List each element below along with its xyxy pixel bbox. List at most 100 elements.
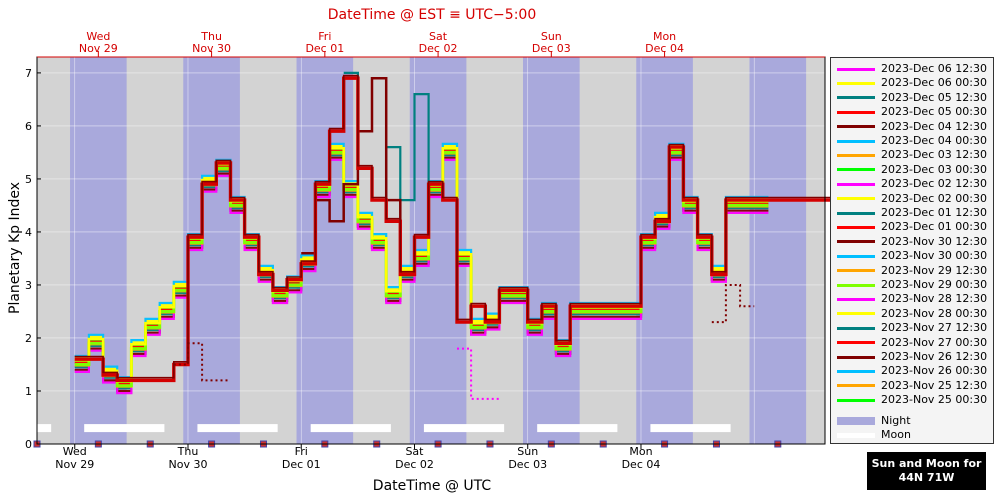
dotted-series [711,284,755,324]
legend-label: 2023-Nov 27 00:30 [881,335,988,349]
legend-item: 2023-Nov 25 00:30 [837,393,987,407]
legend-label: 2023-Nov 26 12:30 [881,350,988,363]
night-band [749,57,807,444]
top-tick-date: Nov 29 [79,42,118,55]
top-tick-date: Nov 30 [192,42,231,55]
legend-item: 2023-Nov 30 12:30 [837,235,987,249]
bottom-tick-day: Wed [63,445,87,458]
legend-label: 2023-Nov 28 00:30 [881,306,988,320]
legend: 2023-Dec 06 12:30 2023-Dec 06 00:30 2023-D… [830,57,994,444]
legend-label: 2023-Nov 26 00:30 [881,364,988,378]
bottom-tick-day: Fri [295,445,308,458]
legend-item: 2023-Dec 05 00:30 [837,105,987,119]
legend-item: Moon [837,428,911,442]
legend-label: 2023-Dec 01 12:30 [881,206,987,219]
legend-swatch [837,110,875,114]
top-tick-day: Sat [429,30,448,43]
legend-item: 2023-Dec 05 12:30 [837,91,987,105]
legend-label: 2023-Dec 03 12:30 [881,148,987,162]
legend-label: 2023-Nov 29 12:30 [881,263,988,277]
legend-item: 2023-Dec 02 12:30 [837,177,987,191]
legend-label: 2023-Nov 25 12:30 [881,378,988,392]
legend-label: Moon [881,428,911,441]
bottom-tick-day: Sat [405,445,424,458]
legend-item: 2023-Nov 27 12:30 [837,321,987,335]
legend-label: 2023-Nov 30 12:30 [881,234,988,248]
top-tick-day: Thu [200,30,222,43]
legend-item: 2023-Dec 01 12:30 [837,206,987,220]
y-tick-label: 3 [25,279,32,292]
badge-line1: Sun and Moon for [871,457,982,470]
legend-swatch [837,211,875,215]
badge-line2: 44N 71W [898,471,955,484]
x-axis-label: DateTime @ UTC [373,478,492,494]
legend-swatch [837,197,875,201]
legend-item: 2023-Dec 03 12:30 [837,148,987,162]
legend-swatch [837,240,875,244]
legend-swatch [837,182,875,186]
moon-bar [537,424,618,433]
series-layer [74,71,868,400]
axes [36,56,826,445]
legend-item: 2023-Dec 04 00:30 [837,134,987,148]
legend-label: 2023-Dec 06 12:30 [881,62,987,75]
legend-item: 2023-Nov 27 00:30 [837,336,987,350]
bottom-tick-date: Nov 30 [169,458,208,471]
moon-bar [37,424,52,433]
legend-label: Night [881,414,911,427]
legend-label: 2023-Nov 25 00:30 [881,393,988,407]
legend-item: 2023-Nov 25 12:30 [837,379,987,393]
legend-swatch [837,139,875,143]
y-tick-labels: 0 1 2 3 4 5 6 7 [25,67,41,451]
y-tick-label: 4 [25,226,32,239]
gridlines [37,57,825,444]
top-tick-date: Dec 01 [305,42,344,55]
legend-item: 2023-Nov 26 00:30 [837,364,987,378]
legend-swatch [837,369,875,373]
bottom-tick-day: Sun [517,445,538,458]
legend-swatch [837,417,875,425]
top-tick-day: Fri [318,30,331,43]
legend-item: 2023-Dec 01 00:30 [837,220,987,234]
y-tick-label: 6 [25,120,32,133]
top-tick-day: Mon [653,30,676,43]
legend-item: 2023-Nov 29 00:30 [837,278,987,292]
legend-swatch [837,81,875,85]
legend-label: 2023-Dec 01 00:30 [881,220,987,234]
legend-swatch [837,225,875,229]
bottom-tick-date: Dec 02 [395,458,434,471]
chart-title: DateTime @ EST ≡ UTC−5:00 [328,7,536,23]
legend-label: 2023-Nov 29 00:30 [881,278,988,291]
legend-swatch [837,297,875,301]
legend-item: 2023-Dec 04 12:30 [837,120,987,134]
legend-swatch [837,67,875,71]
top-tick-day: Wed [86,30,110,43]
legend-swatch [837,254,875,258]
bottom-tick-date: Nov 29 [55,458,94,471]
legend-item: 2023-Dec 06 00:30 [837,76,987,90]
location-badge: Sun and Moon for 44N 71W [867,452,986,490]
legend-swatch [837,312,875,316]
legend-swatch [837,398,875,402]
y-axis-label: Planetary Kp Index [7,182,23,314]
y-tick-label: 1 [25,385,32,398]
legend-item: 2023-Dec 02 00:30 [837,192,987,206]
legend-swatch [837,125,875,129]
legend-swatch [837,326,875,330]
legend-swatch [837,384,875,388]
legend-label: 2023-Dec 04 12:30 [881,119,987,133]
legend-swatch [837,341,875,345]
legend-label: 2023-Nov 27 12:30 [881,321,988,335]
top-tick-day: Sun [541,30,562,43]
legend-swatch [837,432,875,438]
y-tick-label: 7 [25,67,32,80]
legend-item: 2023-Nov 28 12:30 [837,292,987,306]
legend-label: 2023-Dec 02 00:30 [881,191,987,205]
legend-label: 2023-Dec 05 00:30 [881,105,987,119]
legend-swatch [837,153,875,157]
moon-bar [84,424,165,433]
top-tick-date: Dec 03 [532,42,571,55]
legend-item: 2023-Nov 26 12:30 [837,350,987,364]
